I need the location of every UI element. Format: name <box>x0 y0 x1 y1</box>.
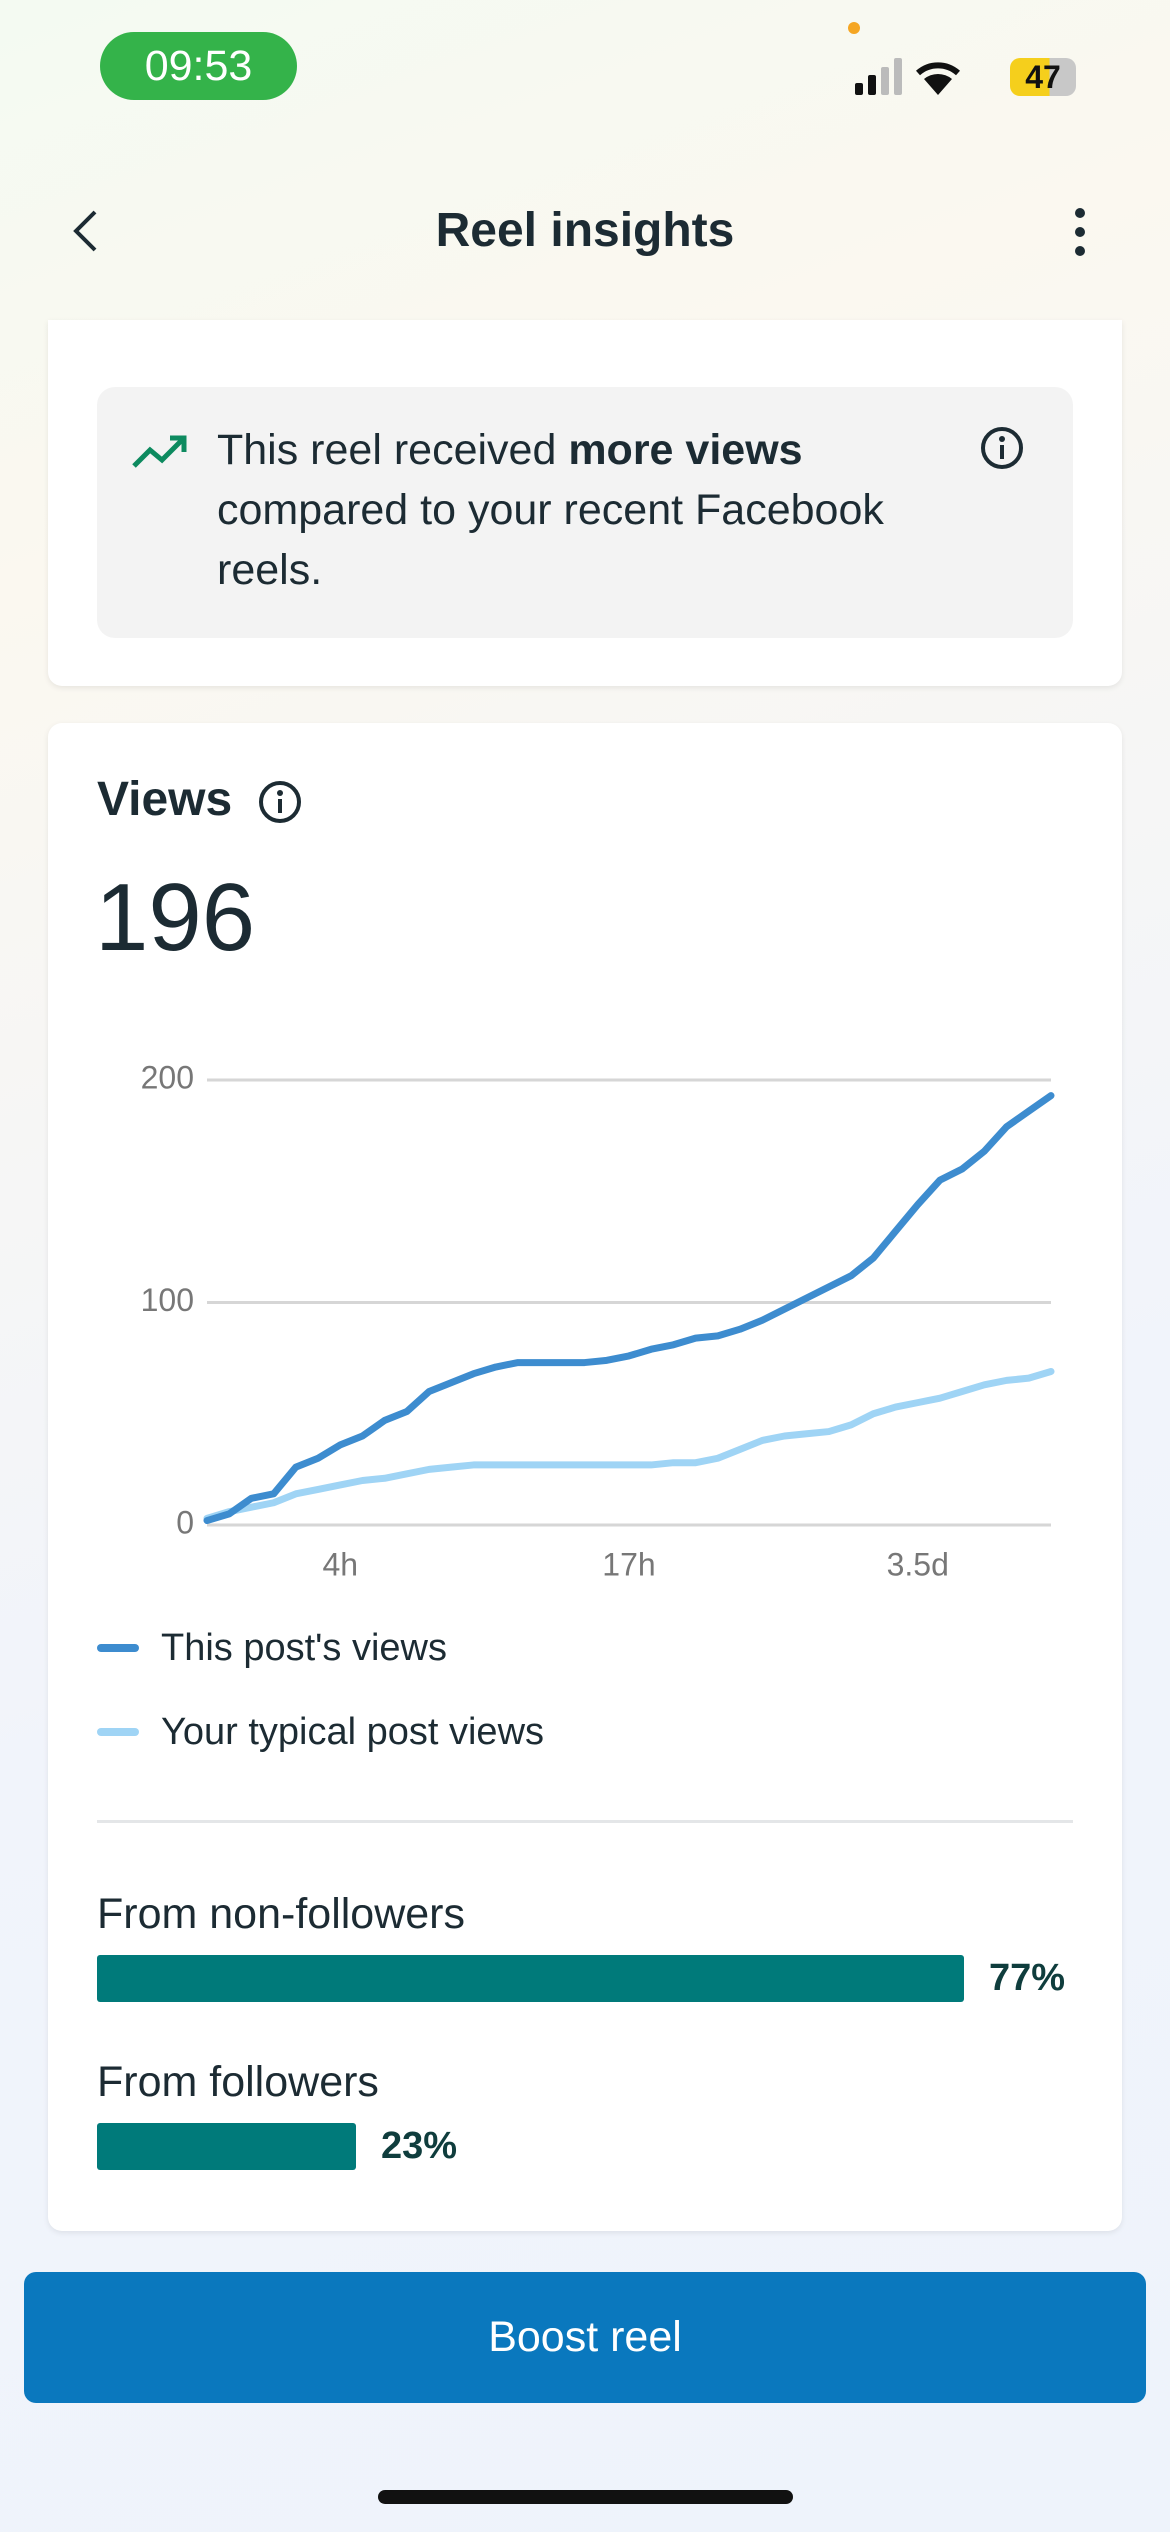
series-line <box>203 1092 1055 1525</box>
page-title: Reel insights <box>435 204 735 257</box>
signal-wifi-icons <box>855 58 960 95</box>
series-line <box>203 1367 1055 1522</box>
battery: 47 <box>1010 58 1076 96</box>
insight-text: This reel received more views compared t… <box>217 426 884 594</box>
boost-button[interactable]: Boost reel <box>24 2272 1146 2403</box>
bar-label: From followers <box>97 2058 379 2106</box>
insight-banner <box>97 387 1073 638</box>
views-title: Views <box>97 773 233 826</box>
back-button[interactable] <box>60 200 120 262</box>
views-total: 196 <box>95 864 256 971</box>
home-indicator <box>378 2490 793 2504</box>
y-tick-label: 0 <box>176 1504 194 1540</box>
legend-entry: This post's views <box>97 1623 447 1673</box>
privacy-dot <box>848 22 860 34</box>
legend-swatch <box>97 1644 139 1652</box>
x-tick-label: 4h <box>322 1546 358 1582</box>
x-tick-label: 3.5d <box>887 1546 949 1582</box>
views-chart: 0 100 200 4h 17h 3.5d <box>141 1059 1055 1582</box>
audience-bar <box>97 2123 356 2170</box>
bar-value-label: 23% <box>380 2125 458 2167</box>
y-tick-label: 200 <box>141 1059 194 1095</box>
more-button[interactable] <box>1060 205 1100 261</box>
info-icon[interactable] <box>978 424 1026 472</box>
legend-label: Your typical post views <box>161 1711 545 1753</box>
legend-swatch <box>97 1728 139 1736</box>
bar-value-label: 77% <box>989 1957 1066 1999</box>
bar-label: From non-followers <box>97 1890 465 1938</box>
x-tick-label: 17h <box>602 1546 655 1582</box>
trend-icon <box>132 435 187 468</box>
legend-label: This post's views <box>161 1627 448 1669</box>
audience-bar <box>97 1955 965 2002</box>
y-tick-label: 100 <box>141 1282 194 1318</box>
divider <box>97 1820 1073 1823</box>
legend-entry: Your typical post views <box>97 1707 544 1757</box>
info-icon[interactable] <box>256 778 304 826</box>
status-time: 09:53 <box>100 32 297 100</box>
